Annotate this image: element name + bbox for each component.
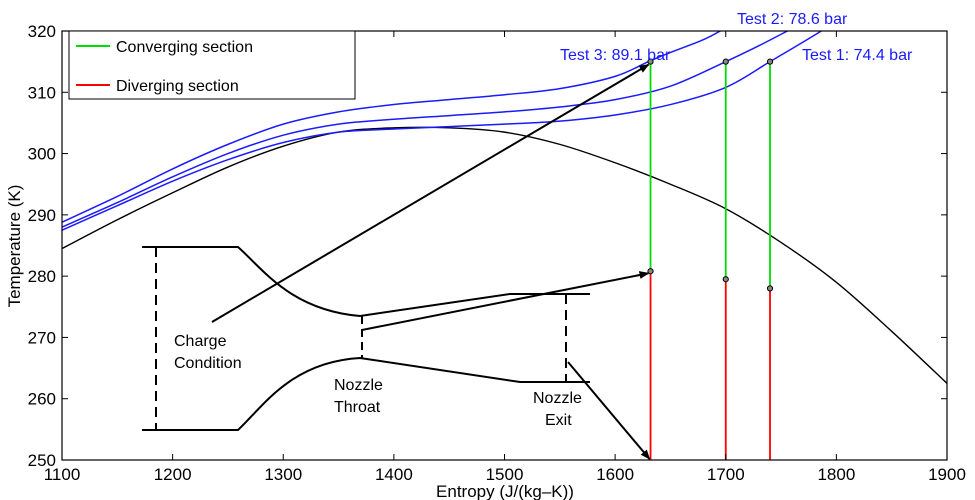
x-tick-label: 1200: [154, 465, 192, 484]
charge-point-test-2: [722, 58, 729, 65]
annotation-exit-line1: Nozzle: [533, 390, 582, 407]
arrow-nozzle-throat: [361, 271, 650, 331]
y-tick-label: 300: [28, 145, 56, 164]
x-tick-label: 1500: [486, 465, 524, 484]
legend-box: [68, 30, 356, 100]
test-label-2: Test 2: 78.6 bar: [737, 11, 848, 28]
legend-label-converging: Converging section: [116, 39, 253, 56]
annotation-exit-line2: Exit: [545, 412, 572, 429]
x-axis-title: Entropy (J/(kg–K)): [436, 482, 574, 500]
x-tick-label: 1700: [707, 465, 745, 484]
y-tick-label: 250: [28, 451, 56, 470]
arrows-group: [211, 63, 651, 460]
nozzle-lower-wall: [142, 356, 590, 431]
tests-group: [647, 58, 774, 460]
curves-group: [62, 31, 947, 384]
charge-point-test-3: [647, 58, 654, 65]
y-tick-label: 260: [28, 390, 56, 409]
isobar-line-test-2: [62, 31, 790, 228]
nozzle-schematic: [142, 246, 590, 431]
annotation-charge-line2: Condition: [174, 355, 242, 372]
throat-point-test-3: [647, 268, 654, 275]
x-tick-label: 1800: [817, 465, 855, 484]
y-tick-label: 310: [28, 83, 56, 102]
y-tick-label: 290: [28, 206, 56, 225]
saturation-dome-line: [62, 126, 947, 384]
annotation-throat-line2: Throat: [334, 399, 381, 416]
x-tick-label: 1400: [375, 465, 413, 484]
test-label-1: Test 1: 74.4 bar: [802, 47, 913, 64]
legend: Converging section Diverging section: [68, 30, 356, 100]
y-tick-label: 320: [28, 22, 56, 41]
throat-point-test-2: [722, 276, 729, 283]
y-tick-label: 280: [28, 267, 56, 286]
charge-point-test-1: [766, 58, 774, 65]
x-tick-label: 1100: [44, 465, 81, 484]
arrow-nozzle-exit: [567, 361, 651, 460]
x-tick-label: 1900: [928, 465, 966, 484]
x-tick-label: 1600: [596, 465, 634, 484]
annotation-charge-line1: Charge: [174, 333, 227, 350]
isobar-line-test-1: [62, 31, 823, 231]
legend-label-diverging: Diverging section: [116, 78, 239, 95]
isobar-line-test-3: [62, 31, 722, 223]
throat-point-test-1: [766, 285, 774, 292]
arrow-charge-condition: [211, 63, 650, 323]
test-label-3: Test 3: 89.1 bar: [560, 47, 671, 64]
y-axis-title: Temperature (K): [5, 185, 24, 308]
annotation-throat-line1: Nozzle: [334, 377, 383, 394]
y-tick-label: 270: [28, 328, 56, 347]
x-tick-label: 1300: [264, 465, 302, 484]
nozzle-upper-wall: [142, 246, 590, 318]
